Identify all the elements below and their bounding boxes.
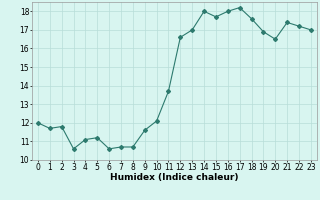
X-axis label: Humidex (Indice chaleur): Humidex (Indice chaleur) [110,173,239,182]
